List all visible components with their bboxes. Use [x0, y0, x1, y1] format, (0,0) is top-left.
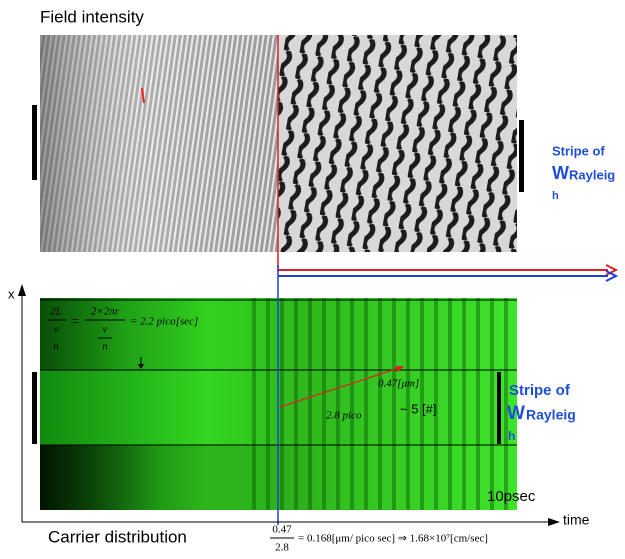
duration: 10psec [487, 488, 536, 505]
formula: = [72, 314, 79, 328]
stripe-label: W [507, 403, 525, 424]
arrow-head [605, 270, 619, 282]
formula: v [54, 324, 59, 336]
slope-arrow [279, 366, 403, 408]
stripe-label: Rayleig [526, 407, 576, 423]
axis-head [18, 284, 26, 296]
stripe-label: h [508, 429, 515, 443]
formula: 2×2πr [91, 306, 120, 318]
carrier-shade [40, 298, 240, 370]
stripe-label: h [552, 190, 559, 202]
arrow-head [395, 366, 404, 372]
axis-label: x [8, 286, 15, 301]
formula: 2L [50, 306, 62, 318]
field-image-right [278, 35, 517, 252]
stripe-bar [32, 372, 37, 444]
stripe-bar [519, 120, 524, 192]
marker [138, 364, 144, 369]
carrier-stripes [250, 298, 517, 510]
formula: 0.47 [272, 524, 292, 536]
annotation: ~ 5 [#] [400, 401, 437, 416]
red-marker [141, 87, 145, 104]
stripe-label: Rayleig [569, 167, 615, 182]
panel-title: Carrier distribution [48, 527, 187, 546]
stripe-label: Stripe of [509, 382, 571, 399]
stripe-label: Stripe of [552, 143, 605, 158]
stripe-bar [497, 372, 501, 444]
formula: = 0.168[μm/ pico sec] ⇒ 1.68×10⁷[cm/sec] [298, 533, 488, 545]
stripe-label: W [552, 163, 569, 183]
field-shade [40, 35, 278, 252]
formula: n [102, 341, 108, 353]
formula: 2.8 [275, 542, 289, 554]
formula: n [53, 341, 59, 353]
axis-head [548, 518, 560, 526]
panel-title: Field intensity [40, 7, 144, 26]
formula: = 2.2 pico[sec] [130, 316, 198, 328]
stripe-bar [32, 105, 37, 180]
annotation: 2.8 pico [326, 410, 362, 422]
annotation: 0.47[μm] [378, 378, 419, 390]
axis-label: time [563, 512, 590, 528]
formula: v [103, 324, 108, 336]
